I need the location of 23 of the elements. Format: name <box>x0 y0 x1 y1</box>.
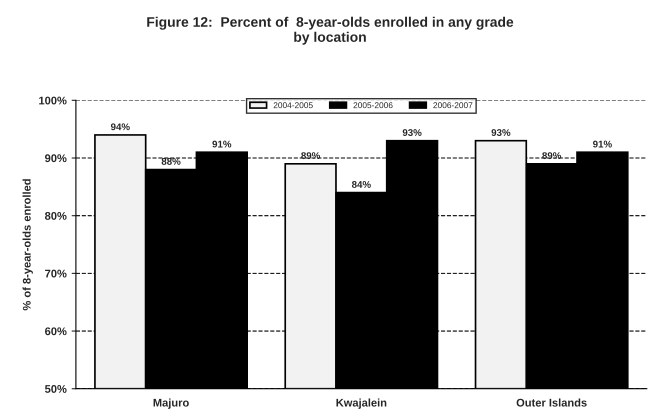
data-label: 89% <box>542 152 562 160</box>
x-tick-label: Majuro <box>154 398 189 409</box>
x-tick-label: Kwajalein <box>336 398 386 409</box>
y-tick-label: 90% <box>45 154 67 162</box>
legend-label: 2004-2005 <box>274 102 313 108</box>
data-label: 91% <box>212 140 232 148</box>
data-label: 93% <box>402 129 422 136</box>
x-tick-label: Outer Islands <box>516 398 587 407</box>
data-label: 89% <box>301 152 320 160</box>
legend-label: 2006-2007 <box>433 102 472 108</box>
y-tick-label: 50% <box>44 385 67 393</box>
y-tick-label: 60% <box>45 327 67 336</box>
data-label: 84% <box>352 181 371 188</box>
data-label: 93% <box>492 129 510 136</box>
legend-label: 2005-2006 <box>354 102 393 108</box>
y-tick-label: 80% <box>44 212 67 220</box>
y-axis-title: % of 8-year-olds enrolled <box>22 179 33 310</box>
data-label: 91% <box>593 140 612 148</box>
y-tick-label: 70% <box>45 270 67 278</box>
y-tick-label: 100% <box>39 96 67 104</box>
data-label: 88% <box>162 158 181 165</box>
chart-title: Figure 12: Percent of 8-year-olds enrolled in any grade by location <box>147 16 514 45</box>
data-label: 94% <box>110 123 130 130</box>
